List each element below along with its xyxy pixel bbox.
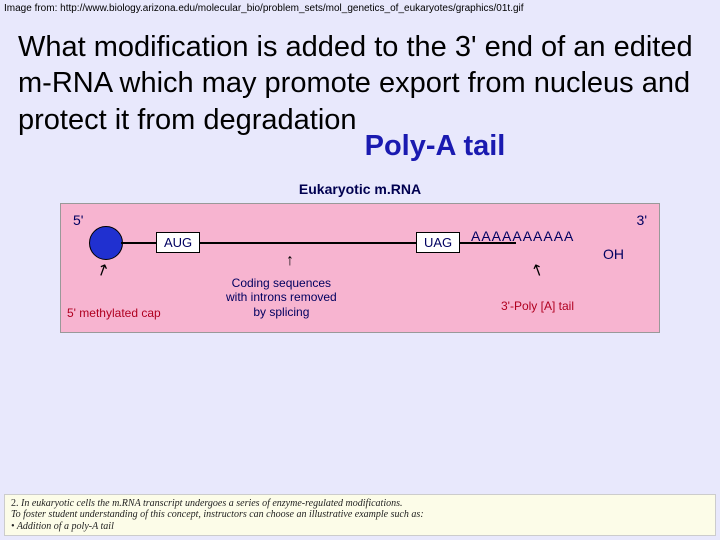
instructor-footnote: 2. In eukaryotic cells the m.RNA transcr…: [4, 494, 716, 537]
footnote-number: 2.: [11, 498, 21, 509]
three-prime-label: 3': [637, 212, 647, 228]
question-text: What modification is added to the 3' end…: [0, 17, 720, 138]
footnote-line-2: To foster student understanding of this …: [11, 509, 424, 520]
stop-codon-box: UAG: [416, 232, 460, 253]
tail-annotation: 3'-Poly [A] tail: [501, 299, 574, 313]
mrna-diagram-container: Eukaryotic m.RNA 5' 3' AUG UAG AAAAAAAAA…: [60, 181, 660, 333]
cap-circle-icon: [89, 226, 123, 260]
cap-annotation: 5' methylated cap: [67, 306, 161, 320]
coding-arrow-icon: ↑: [286, 252, 294, 270]
five-prime-label: 5': [73, 212, 83, 228]
oh-label: OH: [603, 246, 624, 262]
coding-annotation: Coding sequences with introns removed by…: [226, 276, 337, 319]
coding-line-2: with introns removed: [226, 290, 337, 304]
source-citation: Image from: http://www.biology.arizona.e…: [0, 0, 720, 17]
footnote-line-3: • Addition of a poly-A tail: [11, 521, 114, 532]
cap-arrow-icon: ↗: [92, 258, 113, 282]
poly-a-sequence: AAAAAAAAAA: [471, 228, 574, 244]
coding-line-1: Coding sequences: [232, 276, 331, 290]
tail-arrow-icon: ↖: [527, 258, 548, 282]
start-codon-box: AUG: [156, 232, 200, 253]
mrna-diagram: 5' 3' AUG UAG AAAAAAAAAA OH ↗ ↑ ↖ 5' met…: [60, 203, 660, 333]
coding-line-3: by splicing: [253, 305, 309, 319]
footnote-line-1: In eukaryotic cells the m.RNA transcript…: [21, 498, 403, 509]
diagram-title: Eukaryotic m.RNA: [60, 181, 660, 197]
